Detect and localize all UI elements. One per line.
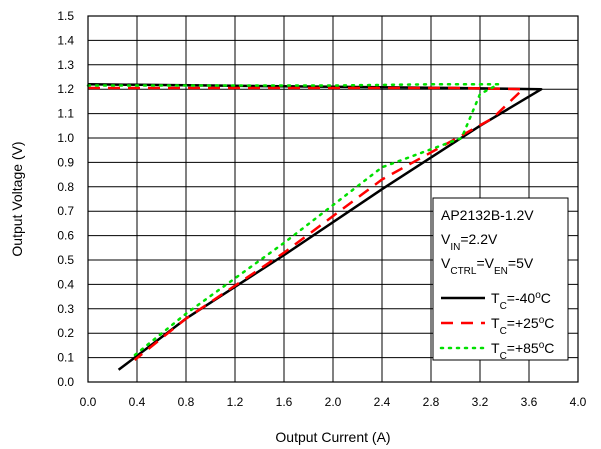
x-tick-label: 1.6 xyxy=(276,395,293,409)
y-tick-label: 0.5 xyxy=(57,253,74,267)
series-lines xyxy=(86,83,543,371)
plot-frame xyxy=(87,15,579,383)
tick-labels: 0.0 0.4 0.8 1.2 1.6 2.0 2.4 2.8 3.2 3.6 4.0 0.0 0.1 0… xyxy=(57,9,586,409)
x-tick-label: 2.0 xyxy=(325,395,342,409)
legend-entry-2: TC=+25oC xyxy=(491,315,554,337)
y-tick-label: 1.2 xyxy=(57,82,74,96)
x-tick-label: 3.2 xyxy=(472,395,489,409)
y-tick-label: 0.7 xyxy=(57,204,74,218)
y-tick-label: 1.0 xyxy=(57,131,74,145)
x-tick-label: 2.4 xyxy=(374,395,391,409)
series-line-2 xyxy=(88,86,525,361)
device-label: AP2132B-1.2V xyxy=(441,207,534,223)
y-tick-label: 0.8 xyxy=(57,180,74,194)
y-tick-label: 0.6 xyxy=(57,229,74,243)
y-tick-label: 0.1 xyxy=(57,351,74,365)
y-axis-title: Output Voltage (V) xyxy=(9,141,25,256)
y-tick-label: 1.3 xyxy=(57,58,74,72)
x-tick-label: 0.8 xyxy=(178,395,195,409)
series-line-3 xyxy=(86,83,500,357)
legend-background xyxy=(432,197,569,361)
x-tick-label: 0.4 xyxy=(129,395,146,409)
y-tick-label: 0.0 xyxy=(57,375,74,389)
x-tick-label: 4.0 xyxy=(570,395,587,409)
y-tick-label: 0.4 xyxy=(57,277,74,291)
vin-label: VIN=2.2V xyxy=(441,231,498,253)
y-tick-label: 1.5 xyxy=(57,9,74,23)
x-axis-title: Output Current (A) xyxy=(275,429,390,445)
y-tick-label: 0.3 xyxy=(57,302,74,316)
legend-entry-3: TC=+85oC xyxy=(491,340,554,362)
y-tick-label: 1.4 xyxy=(57,33,74,47)
y-tick-label: 0.2 xyxy=(57,326,74,340)
x-tick-label: 0.0 xyxy=(80,395,97,409)
x-tick-label: 3.6 xyxy=(521,395,538,409)
y-tick-label: 0.9 xyxy=(57,155,74,169)
vctrl-ven-label: VCTRL=VEN=5V xyxy=(441,255,534,277)
y-tick-label: 1.1 xyxy=(57,107,74,121)
x-tick-label: 2.8 xyxy=(423,395,440,409)
legend-entry-1: TC=-40oC xyxy=(491,290,551,312)
x-tick-label: 1.2 xyxy=(227,395,244,409)
